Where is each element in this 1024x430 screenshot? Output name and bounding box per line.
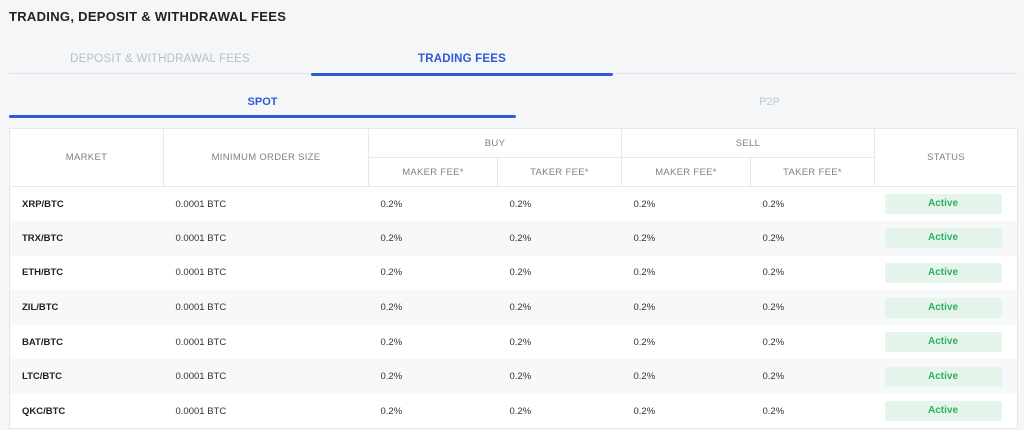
status-cell: Active — [875, 256, 1018, 291]
status-cell: Active — [874, 359, 1018, 395]
buy-maker-fee-cell: 0.2% — [368, 221, 498, 256]
status-cell: Active — [875, 394, 1018, 429]
minimum-order-cell: 0.0001 BTC — [175, 267, 227, 279]
header-status: STATUS — [874, 128, 1019, 187]
sell-taker-fee-cell: 0.2% — [750, 221, 875, 256]
minimum-order-cell: 0.0001 BTC — [163, 359, 369, 395]
minimum-order-cell: 0.0001 BTC — [175, 405, 227, 417]
market-cell: ETH/BTC — [22, 267, 64, 279]
status-badge: Active — [884, 332, 1002, 353]
header-buy: BUY — [368, 128, 622, 158]
status-badge: Active — [884, 366, 1002, 387]
minimum-order-cell: 0.0001 BTC — [163, 221, 369, 256]
sell-maker-fee-cell: 0.2% — [621, 290, 751, 325]
sell-maker-fee-cell: 0.2% — [633, 336, 656, 348]
status-badge: Active — [884, 401, 1002, 422]
tab-spot[interactable]: SPOT — [9, 88, 516, 118]
buy-taker-fee-cell: 0.2% — [497, 290, 622, 325]
buy-taker-fee-cell: 0.2% — [509, 336, 532, 348]
buy-maker-fee-cell: 0.2% — [380, 336, 403, 348]
minimum-order-cell: 0.0001 BTC — [163, 290, 369, 325]
table-row: TRX/BTC 0.0001 BTC 0.2% 0.2% 0.2% 0.2% Active — [9, 221, 1018, 256]
header-sell-maker-fee: MAKER FEE* — [621, 157, 751, 187]
minimum-order-cell: 0.0001 BTC — [175, 198, 227, 210]
header-sell: SELL — [620, 128, 876, 158]
sell-maker-fee-cell: 0.2% — [621, 359, 751, 395]
table-row: BAT/BTC 0.0001 BTC 0.2% 0.2% 0.2% 0.2% Active — [10, 325, 1018, 360]
market-cell: LTC/BTC — [9, 359, 164, 395]
tab-trading-fees[interactable]: TRADING FEES — [311, 44, 613, 76]
sell-maker-fee-cell: 0.2% — [633, 267, 656, 279]
market-cell: QKC/BTC — [22, 405, 66, 417]
buy-taker-fee-cell: 0.2% — [509, 405, 532, 417]
sell-maker-fee-cell: 0.2% — [621, 221, 751, 256]
page-title: TRADING, DEPOSIT & WITHDRAWAL FEES — [9, 9, 287, 24]
buy-maker-fee-cell: 0.2% — [380, 198, 403, 210]
market-cell: TRX/BTC — [9, 221, 164, 256]
status-cell: Active — [875, 187, 1018, 222]
table-row: QKC/BTC 0.0001 BTC 0.2% 0.2% 0.2% 0.2% Active — [10, 394, 1018, 429]
table-row: LTC/BTC 0.0001 BTC 0.2% 0.2% 0.2% 0.2% Active — [9, 359, 1018, 395]
buy-taker-fee-cell: 0.2% — [509, 198, 532, 210]
tab-p2p[interactable]: P2P — [759, 96, 780, 108]
sell-taker-fee-cell: 0.2% — [762, 405, 785, 417]
sub-tab-bar: SPOT P2P — [9, 88, 1017, 118]
market-cell: ZIL/BTC — [9, 290, 164, 325]
header-minimum-order-size: MINIMUM ORDER SIZE — [163, 128, 369, 187]
sell-maker-fee-cell: 0.2% — [633, 198, 656, 210]
header-market: MARKET — [9, 128, 164, 187]
status-cell: Active — [874, 221, 1018, 256]
status-badge: Active — [884, 297, 1002, 318]
sell-maker-fee-cell: 0.2% — [633, 405, 656, 417]
sell-taker-fee-cell: 0.2% — [762, 267, 785, 279]
status-badge: Active — [884, 194, 1002, 215]
table-row: XRP/BTC 0.0001 BTC 0.2% 0.2% 0.2% 0.2% Active — [10, 187, 1018, 222]
status-badge: Active — [884, 228, 1002, 249]
status-badge: Active — [884, 262, 1002, 283]
minimum-order-cell: 0.0001 BTC — [175, 336, 227, 348]
table-row: ETH/BTC 0.0001 BTC 0.2% 0.2% 0.2% 0.2% Active — [10, 256, 1018, 291]
sell-taker-fee-cell: 0.2% — [750, 290, 875, 325]
buy-taker-fee-cell: 0.2% — [497, 221, 622, 256]
sell-taker-fee-cell: 0.2% — [762, 336, 785, 348]
header-buy-maker-fee: MAKER FEE* — [368, 157, 498, 187]
tab-deposit-withdrawal-fees[interactable]: DEPOSIT & WITHDRAWAL FEES — [70, 53, 250, 65]
buy-maker-fee-cell: 0.2% — [380, 267, 403, 279]
header-sell-taker-fee: TAKER FEE* — [749, 157, 876, 187]
header-buy-taker-fee: TAKER FEE* — [497, 157, 622, 187]
buy-maker-fee-cell: 0.2% — [368, 359, 498, 395]
status-cell: Active — [874, 290, 1018, 325]
buy-taker-fee-cell: 0.2% — [509, 267, 532, 279]
market-cell: BAT/BTC — [22, 336, 63, 348]
main-tab-bar: DEPOSIT & WITHDRAWAL FEES TRADING FEES — [9, 44, 1017, 76]
table-body: XRP/BTC 0.0001 BTC 0.2% 0.2% 0.2% 0.2% Active T… — [9, 187, 1018, 429]
trading-fees-table: MARKET MINIMUM ORDER SIZE BUY SELL STATU… — [9, 128, 1019, 430]
buy-taker-fee-cell: 0.2% — [497, 359, 622, 395]
market-cell: XRP/BTC — [22, 198, 64, 210]
buy-maker-fee-cell: 0.2% — [368, 290, 498, 325]
table-row: ZIL/BTC 0.0001 BTC 0.2% 0.2% 0.2% 0.2% Active — [9, 290, 1018, 325]
status-cell: Active — [875, 325, 1018, 360]
sell-taker-fee-cell: 0.2% — [762, 198, 785, 210]
sell-taker-fee-cell: 0.2% — [750, 359, 875, 395]
buy-maker-fee-cell: 0.2% — [380, 405, 403, 417]
